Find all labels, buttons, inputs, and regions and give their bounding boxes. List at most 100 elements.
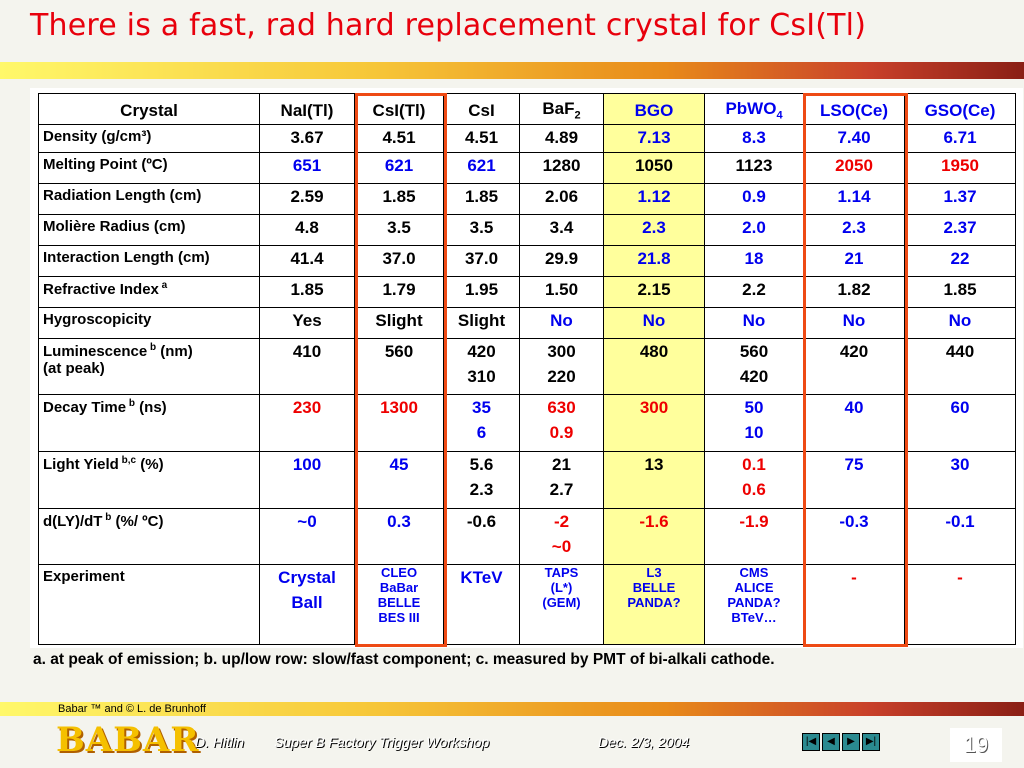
- table-cell: 3.67: [259, 124, 355, 153]
- header-col-4: BGO: [603, 93, 705, 125]
- table-cell: 230: [259, 394, 355, 452]
- table-cell: 1.50: [519, 276, 604, 308]
- page-number: 19: [950, 728, 1002, 762]
- prev-slide-icon[interactable]: ◀: [822, 733, 840, 751]
- table-cell: 2.2: [704, 276, 804, 308]
- table-cell: 2.15: [603, 276, 705, 308]
- table-cell: -0.3: [803, 508, 905, 565]
- table-cell: 21: [803, 245, 905, 277]
- table-cell: -1.6: [603, 508, 705, 565]
- crystal-properties-table: Crystal NaI(Tl) CsI(Tl) CsI BaF2 BGO PbWO4 LSO(…: [38, 93, 1016, 645]
- table-cell: 3.4: [519, 214, 604, 246]
- babar-logo: BABAR: [56, 720, 200, 760]
- last-slide-icon[interactable]: ▶|: [862, 733, 880, 751]
- table-cell: CLEO BaBar BELLE BES III: [354, 564, 444, 645]
- table-cell: Yes: [259, 307, 355, 339]
- table-cell: 0.9: [704, 183, 804, 215]
- table-cell: 1280: [519, 152, 604, 184]
- table-cell: 21 2.7: [519, 451, 604, 509]
- table-cell: -1.9: [704, 508, 804, 565]
- table-cell: 1.82: [803, 276, 905, 308]
- table-cell: 4.51: [354, 124, 444, 153]
- table-cell: 1.95: [443, 276, 520, 308]
- table-cell: 6.71: [904, 124, 1016, 153]
- table-header-row: Crystal NaI(Tl) CsI(Tl) CsI BaF2 BGO PbWO4 LSO(…: [38, 93, 1016, 125]
- table-cell: 45: [354, 451, 444, 509]
- table-cell: 2.37: [904, 214, 1016, 246]
- header-col-0: NaI(Tl): [259, 93, 355, 125]
- table-cell: 2.3: [603, 214, 705, 246]
- table-cell: 3.5: [443, 214, 520, 246]
- table-cell: 1.14: [803, 183, 905, 215]
- row-label: Hygroscopicity: [38, 307, 260, 339]
- table-cell: 5.6 2.3: [443, 451, 520, 509]
- copyright-text: Babar ™ and © L. de Brunhoff: [58, 703, 206, 715]
- table-cell: 60: [904, 394, 1016, 452]
- row-label: Melting Point (ºC): [38, 152, 260, 184]
- table-cell: No: [519, 307, 604, 339]
- slide-navigation: |◀ ◀ ▶ ▶|: [802, 733, 880, 751]
- row-label: Interaction Length (cm): [38, 245, 260, 277]
- table-cell: 4.89: [519, 124, 604, 153]
- table-row: Radiation Length (cm) 2.59 1.85 1.85 2.06 1.1…: [38, 183, 1016, 215]
- table-cell: -: [904, 564, 1016, 645]
- table-cell: 2.0: [704, 214, 804, 246]
- header-col-1: CsI(Tl): [354, 93, 444, 125]
- table-cell: 18: [704, 245, 804, 277]
- row-label: d(LY)/dT b (%/ ºC): [38, 508, 260, 565]
- table-cell: 22: [904, 245, 1016, 277]
- table-cell: 1950: [904, 152, 1016, 184]
- footnote: a. at peak of emission; b. up/low row: s…: [33, 651, 775, 668]
- table-cell: Slight: [354, 307, 444, 339]
- table-row: Experiment Crystal Ball CLEO BaBar BELLE BES I…: [38, 564, 1016, 645]
- table-frame: Crystal NaI(Tl) CsI(Tl) CsI BaF2 BGO PbWO4 LSO(…: [30, 88, 1023, 648]
- table-cell: 1050: [603, 152, 705, 184]
- table-cell: 50 10: [704, 394, 804, 452]
- table-cell: 0.3: [354, 508, 444, 565]
- table-cell: Crystal Ball: [259, 564, 355, 645]
- footer-author: D. Hitlin: [195, 734, 245, 750]
- table-cell: 2.06: [519, 183, 604, 215]
- table-cell: -2 ~0: [519, 508, 604, 565]
- first-slide-icon[interactable]: |◀: [802, 733, 820, 751]
- header-col-7: GSO(Ce): [904, 93, 1016, 125]
- table-cell: 1.85: [354, 183, 444, 215]
- header-col-3: BaF2: [519, 93, 604, 125]
- table-cell: 1.85: [259, 276, 355, 308]
- table-cell: 300: [603, 394, 705, 452]
- table-row: Density (g/cm³) 3.67 4.51 4.51 4.89 7.13 8.3 7.…: [38, 124, 1016, 153]
- table-cell: 440: [904, 338, 1016, 395]
- header-crystal-label: Crystal: [38, 93, 260, 125]
- table-cell: 560: [354, 338, 444, 395]
- table-cell: L3 BELLE PANDA?: [603, 564, 705, 645]
- table-cell: 410: [259, 338, 355, 395]
- next-slide-icon[interactable]: ▶: [842, 733, 860, 751]
- table-cell: 1.79: [354, 276, 444, 308]
- row-label: Light Yield b,c (%): [38, 451, 260, 509]
- slide-title: There is a fast, rad hard replacement cr…: [30, 8, 867, 43]
- table-cell: 1.85: [443, 183, 520, 215]
- table-cell: CMS ALICE PANDA? BTeV…: [704, 564, 804, 645]
- footer-gradient-bar: [0, 702, 1024, 716]
- table-cell: 651: [259, 152, 355, 184]
- table-cell: 37.0: [443, 245, 520, 277]
- table-cell: 420 310: [443, 338, 520, 395]
- row-label: Experiment: [38, 564, 260, 645]
- table-cell: 37.0: [354, 245, 444, 277]
- table-cell: 2050: [803, 152, 905, 184]
- title-gradient-bar: [0, 62, 1024, 79]
- table-cell: 40: [803, 394, 905, 452]
- table-row: Melting Point (ºC) 651 621 621 1280 1050 1123 2…: [38, 152, 1016, 184]
- table-cell: 8.3: [704, 124, 804, 153]
- table-cell: 2.59: [259, 183, 355, 215]
- row-label: Radiation Length (cm): [38, 183, 260, 215]
- table-cell: 560 420: [704, 338, 804, 395]
- table-row: d(LY)/dT b (%/ ºC) ~0 0.3 -0.6 -2 ~0 -1.6 -1.9-…: [38, 508, 1016, 565]
- table-cell: 1300: [354, 394, 444, 452]
- table-cell: 621: [443, 152, 520, 184]
- table-cell: 1123: [704, 152, 804, 184]
- header-col-2: CsI: [443, 93, 520, 125]
- table-cell: 480: [603, 338, 705, 395]
- table-cell: 621: [354, 152, 444, 184]
- table-row: Molière Radius (cm) 4.8 3.5 3.5 3.4 2.3 2.0 2.3…: [38, 214, 1016, 246]
